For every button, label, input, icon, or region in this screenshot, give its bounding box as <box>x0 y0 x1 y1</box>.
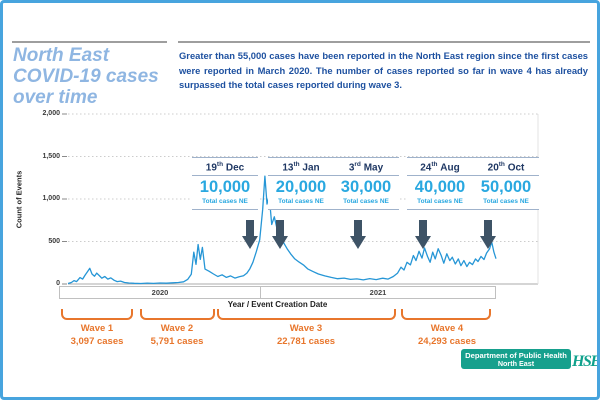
wave3-label: Wave 3 22,781 cases <box>276 323 336 347</box>
hse-logo-text: HSE <box>572 353 600 370</box>
wave2-bracket <box>140 309 215 320</box>
wave1-label: Wave 1 3,097 cases <box>70 323 124 347</box>
y-tick-0: 0 <box>56 280 60 287</box>
page-title-line1: North East <box>13 45 110 66</box>
callout-caption: Total cases NE <box>278 198 324 206</box>
header-divider-right <box>178 41 590 43</box>
callout-total: 50,000 <box>480 178 532 197</box>
x-axis-title: Year / Event Creation Date <box>227 300 328 309</box>
x-axis-year-band: 2020 2021 <box>59 286 496 299</box>
department-badge-line1: Department of Public Health <box>465 351 567 360</box>
callout-caption: Total cases NE <box>417 198 463 206</box>
callout-30000: 3rd May 30,000 Total cases NE <box>333 157 399 211</box>
y-tick-2000: 2,000 <box>42 110 60 117</box>
y-tick-1500: 1,500 <box>42 152 60 160</box>
x-band-2021: 2021 <box>369 288 387 297</box>
hse-logo: HSE <box>572 353 600 370</box>
callout-total: 40,000 <box>414 178 466 197</box>
callout-date: 24th Aug <box>407 158 473 177</box>
wave1-bracket <box>61 309 133 320</box>
callout-total: 10,000 <box>199 178 251 197</box>
y-tick-1000: 1,000 <box>42 195 60 202</box>
department-badge-line2: North East <box>497 359 535 368</box>
intro-paragraph: Greater than 55,000 cases have been repo… <box>179 50 588 91</box>
callout-date: 3rd May <box>333 158 399 177</box>
callout-50000: 20th Oct 50,000 Total cases NE <box>473 157 539 211</box>
callout-total: 20,000 <box>275 178 327 197</box>
wave4-label: Wave 4 24,293 cases <box>417 323 477 347</box>
callout-date: 20th Oct <box>473 158 539 177</box>
callout-total: 30,000 <box>340 178 392 197</box>
page-title-line2: COVID-19 cases <box>13 66 159 87</box>
wave2-label: Wave 2 5,791 cases <box>150 323 204 347</box>
callout-date: 13th Jan <box>268 158 334 177</box>
department-badge: Department of Public Health North East <box>461 349 571 369</box>
wave3-bracket <box>217 309 396 320</box>
callout-date: 19th Dec <box>192 158 258 177</box>
callout-caption: Total cases NE <box>483 198 529 206</box>
callout-caption: Total cases NE <box>202 198 248 206</box>
page-title-line3: over time <box>13 87 98 108</box>
page-title: North East COVID-19 cases over time <box>13 45 173 108</box>
callout-10000: 19th Dec 10,000 Total cases NE <box>192 157 258 211</box>
y-tick-500: 500 <box>48 237 60 245</box>
wave4-bracket <box>401 309 491 320</box>
down-arrow-icon <box>272 220 288 249</box>
down-arrow-icon <box>242 220 258 249</box>
down-arrow-icon <box>350 220 366 249</box>
header-divider-left <box>12 41 167 43</box>
callout-20000: 13th Jan 20,000 Total cases NE <box>268 157 334 211</box>
down-arrow-icon <box>415 220 431 249</box>
x-band-2020: 2020 <box>60 287 261 298</box>
callout-40000: 24th Aug 40,000 Total cases NE <box>407 157 473 211</box>
callout-caption: Total cases NE <box>343 198 389 206</box>
down-arrow-icon <box>480 220 496 249</box>
